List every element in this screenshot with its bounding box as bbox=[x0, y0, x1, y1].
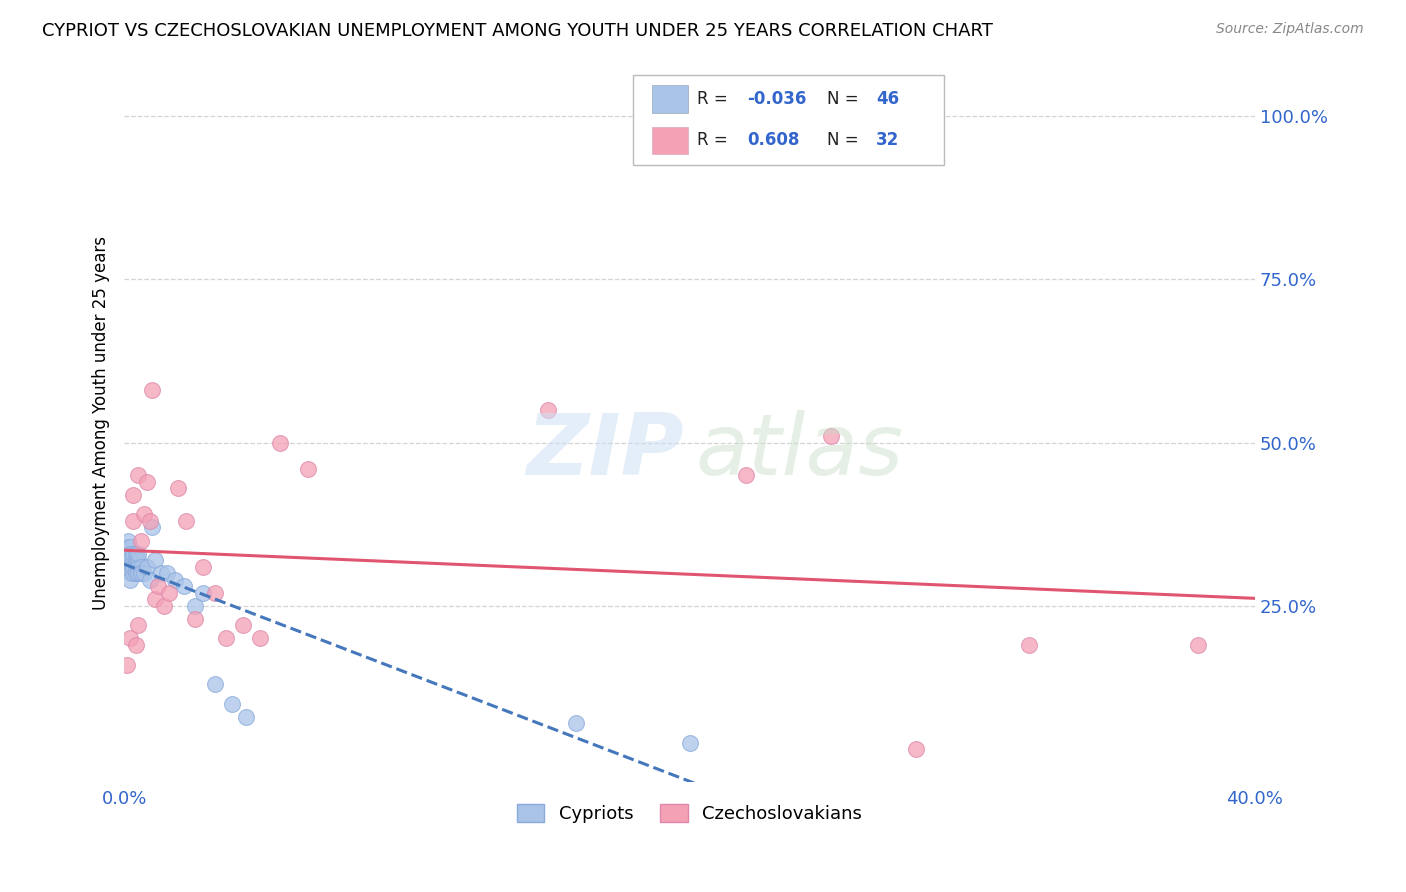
Point bbox=[149, 566, 172, 581]
Point bbox=[167, 481, 190, 495]
Point bbox=[121, 559, 143, 574]
Point bbox=[118, 566, 141, 581]
Point bbox=[114, 547, 136, 561]
Point bbox=[117, 547, 139, 561]
Point bbox=[159, 586, 181, 600]
Text: Source: ZipAtlas.com: Source: ZipAtlas.com bbox=[1216, 22, 1364, 37]
Point bbox=[141, 520, 163, 534]
Point bbox=[124, 547, 146, 561]
Point bbox=[121, 488, 143, 502]
Point bbox=[904, 742, 927, 756]
Point bbox=[152, 599, 174, 613]
Point bbox=[1187, 638, 1209, 652]
Point bbox=[135, 475, 157, 489]
Point bbox=[184, 599, 207, 613]
Point bbox=[115, 547, 138, 561]
Legend: Cypriots, Czechoslovakians: Cypriots, Czechoslovakians bbox=[510, 797, 869, 830]
Point bbox=[165, 573, 187, 587]
Point bbox=[129, 533, 152, 548]
Point bbox=[135, 559, 157, 574]
FancyBboxPatch shape bbox=[652, 127, 689, 154]
Point bbox=[173, 579, 195, 593]
Point bbox=[269, 435, 291, 450]
Point bbox=[117, 553, 139, 567]
Point bbox=[537, 403, 560, 417]
Point bbox=[121, 566, 143, 581]
Point bbox=[127, 553, 149, 567]
Point bbox=[132, 566, 155, 581]
Point bbox=[127, 547, 149, 561]
Point bbox=[117, 533, 139, 548]
Point bbox=[117, 559, 139, 574]
Point bbox=[118, 540, 141, 554]
Point bbox=[129, 559, 152, 574]
Point bbox=[565, 716, 588, 731]
Text: atlas: atlas bbox=[695, 410, 903, 493]
Point bbox=[118, 553, 141, 567]
Text: R =: R = bbox=[697, 90, 734, 108]
Point bbox=[232, 618, 254, 632]
Point bbox=[143, 592, 166, 607]
Point bbox=[118, 559, 141, 574]
Point bbox=[204, 586, 226, 600]
Point bbox=[235, 710, 257, 724]
Point bbox=[115, 553, 138, 567]
Point bbox=[127, 618, 149, 632]
Point bbox=[215, 632, 238, 646]
Point bbox=[146, 579, 169, 593]
Point bbox=[115, 657, 138, 672]
Point bbox=[138, 514, 160, 528]
Point bbox=[124, 566, 146, 581]
Point bbox=[156, 566, 179, 581]
Point bbox=[141, 384, 163, 398]
Point bbox=[121, 553, 143, 567]
Y-axis label: Unemployment Among Youth under 25 years: Unemployment Among Youth under 25 years bbox=[93, 236, 110, 610]
Point bbox=[121, 547, 143, 561]
Point bbox=[820, 429, 842, 443]
Text: ZIP: ZIP bbox=[526, 410, 683, 493]
Point bbox=[678, 736, 700, 750]
Point bbox=[184, 612, 207, 626]
Point bbox=[118, 573, 141, 587]
Text: R =: R = bbox=[697, 131, 734, 149]
Point bbox=[138, 573, 160, 587]
FancyBboxPatch shape bbox=[633, 75, 943, 165]
Point bbox=[1018, 638, 1040, 652]
Point bbox=[118, 547, 141, 561]
Point bbox=[127, 566, 149, 581]
Point bbox=[129, 566, 152, 581]
Text: CYPRIOT VS CZECHOSLOVAKIAN UNEMPLOYMENT AMONG YOUTH UNDER 25 YEARS CORRELATION C: CYPRIOT VS CZECHOSLOVAKIAN UNEMPLOYMENT … bbox=[42, 22, 993, 40]
Point bbox=[132, 508, 155, 522]
Point bbox=[121, 514, 143, 528]
Point bbox=[735, 468, 758, 483]
Point bbox=[118, 632, 141, 646]
Point bbox=[121, 559, 143, 574]
Point bbox=[129, 566, 152, 581]
Point bbox=[124, 638, 146, 652]
Point bbox=[127, 559, 149, 574]
Text: 32: 32 bbox=[876, 131, 900, 149]
FancyBboxPatch shape bbox=[652, 86, 689, 112]
Text: -0.036: -0.036 bbox=[747, 90, 807, 108]
Point bbox=[193, 559, 215, 574]
Point bbox=[204, 677, 226, 691]
Point bbox=[124, 553, 146, 567]
Text: 46: 46 bbox=[876, 90, 900, 108]
Point bbox=[115, 540, 138, 554]
Point bbox=[193, 586, 215, 600]
Point bbox=[124, 559, 146, 574]
Point bbox=[297, 461, 319, 475]
Point bbox=[127, 468, 149, 483]
Text: N =: N = bbox=[828, 131, 865, 149]
Text: N =: N = bbox=[828, 90, 865, 108]
Point bbox=[143, 553, 166, 567]
Text: 0.608: 0.608 bbox=[747, 131, 800, 149]
Point bbox=[176, 514, 198, 528]
Point bbox=[221, 697, 243, 711]
Point bbox=[249, 632, 271, 646]
